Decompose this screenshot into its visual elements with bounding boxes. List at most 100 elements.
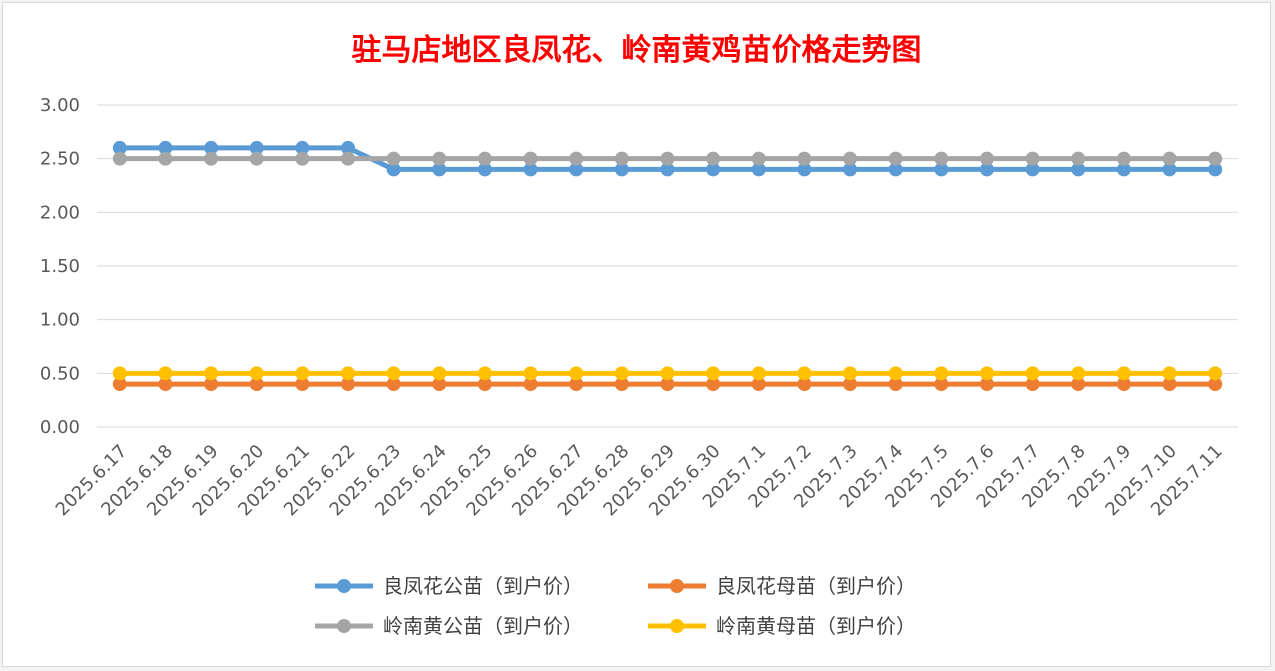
data-point (660, 151, 675, 166)
data-point (934, 377, 949, 392)
data-point (477, 377, 492, 392)
data-point (386, 366, 401, 381)
data-point (751, 377, 766, 392)
data-point (295, 366, 310, 381)
data-point (1025, 366, 1040, 381)
legend-marker (337, 619, 351, 633)
data-point (204, 366, 219, 381)
data-point (523, 151, 538, 166)
data-point (1162, 151, 1177, 166)
data-point (934, 151, 949, 166)
data-point (1162, 162, 1177, 177)
data-point (341, 377, 356, 392)
data-point (1208, 366, 1223, 381)
data-point (660, 162, 675, 177)
data-point (614, 151, 629, 166)
data-point (660, 366, 675, 381)
legend-item: 岭南黄公苗（到户价） (315, 614, 583, 638)
data-point (706, 162, 721, 177)
data-point (249, 151, 264, 166)
data-point (1208, 151, 1223, 166)
y-tick-label: 2.50 (40, 149, 80, 170)
x-axis-ticks: 2025.6.172025.6.182025.6.192025.6.202025… (52, 441, 1227, 521)
y-tick-label: 3.00 (40, 95, 80, 116)
legend-label: 良凤花母苗（到户价） (716, 574, 916, 598)
data-point (295, 140, 310, 155)
data-point (706, 377, 721, 392)
y-tick-label: 0.50 (40, 363, 80, 384)
data-point (158, 377, 173, 392)
data-point (614, 162, 629, 177)
data-point (797, 366, 812, 381)
data-point (1071, 377, 1086, 392)
data-point (1071, 366, 1086, 381)
series-3 (112, 151, 1223, 166)
data-point (523, 162, 538, 177)
legend-label: 良凤花公苗（到户价） (383, 574, 583, 598)
data-point (569, 162, 584, 177)
data-point (204, 151, 219, 166)
y-tick-label: 1.00 (40, 310, 80, 331)
data-point (751, 151, 766, 166)
data-point (979, 151, 994, 166)
data-point (569, 377, 584, 392)
data-point (249, 366, 264, 381)
series-2 (112, 377, 1223, 392)
data-point (569, 151, 584, 166)
data-point (432, 366, 447, 381)
data-point (888, 162, 903, 177)
legend-item: 良凤花公苗（到户价） (315, 574, 583, 598)
data-point (843, 366, 858, 381)
data-point (888, 151, 903, 166)
data-point (432, 377, 447, 392)
data-point (1162, 377, 1177, 392)
y-tick-label: 1.50 (40, 256, 80, 277)
data-point (523, 377, 538, 392)
data-point (569, 366, 584, 381)
data-point (386, 151, 401, 166)
data-point (934, 366, 949, 381)
data-point (614, 366, 629, 381)
series-4 (112, 366, 1223, 381)
data-point (1208, 162, 1223, 177)
data-point (1208, 377, 1223, 392)
data-point (979, 377, 994, 392)
data-point (1116, 377, 1131, 392)
series-1 (112, 140, 1223, 177)
data-point (1071, 162, 1086, 177)
data-point (204, 377, 219, 392)
data-point (843, 377, 858, 392)
data-point (249, 140, 264, 155)
data-point (112, 377, 127, 392)
chart-title: 驻马店地区良凤花、岭南黄鸡苗价格走势图 (351, 33, 922, 68)
data-point (1116, 151, 1131, 166)
data-point (341, 366, 356, 381)
data-point (751, 366, 766, 381)
data-point (1162, 366, 1177, 381)
data-point (888, 366, 903, 381)
data-point (249, 377, 264, 392)
data-point (477, 366, 492, 381)
data-point (295, 377, 310, 392)
legend-marker (670, 619, 684, 633)
data-point (386, 162, 401, 177)
data-point (341, 140, 356, 155)
data-point (614, 377, 629, 392)
legend-label: 岭南黄公苗（到户价） (383, 614, 583, 638)
data-point (1025, 151, 1040, 166)
data-point (797, 377, 812, 392)
data-point (660, 377, 675, 392)
data-point (706, 151, 721, 166)
data-point (158, 140, 173, 155)
data-point (295, 151, 310, 166)
data-point (432, 162, 447, 177)
legend-marker (670, 579, 684, 593)
data-point (523, 366, 538, 381)
y-tick-label: 2.00 (40, 202, 80, 223)
data-point (158, 366, 173, 381)
data-point (112, 140, 127, 155)
data-point (432, 151, 447, 166)
data-point (1116, 162, 1131, 177)
